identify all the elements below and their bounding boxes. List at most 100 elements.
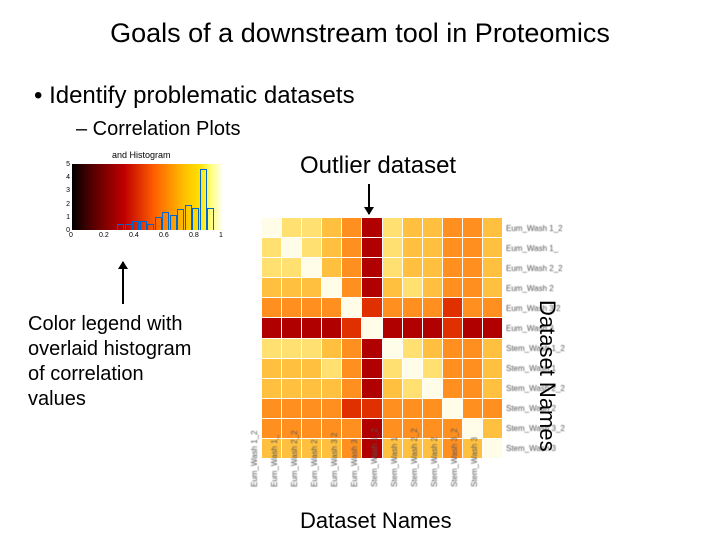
heatmap-cell: [362, 379, 381, 398]
heatmap-cell: [262, 339, 281, 358]
heatmap-cell: [403, 218, 422, 237]
heatmap-cell: [423, 379, 442, 398]
heatmap-cell: [342, 258, 361, 277]
heatmap-cell: [423, 238, 442, 257]
heatmap-cell: [282, 359, 301, 378]
heatmap-cell: [463, 278, 482, 297]
hist-bar: [147, 224, 154, 230]
heatmap-cell: [423, 258, 442, 277]
heatmap-cell: [483, 218, 502, 237]
heatmap-cell: [282, 399, 301, 418]
heatmap-cell: [282, 278, 301, 297]
hist-bar: [192, 208, 199, 230]
heatmap-cell: [403, 278, 422, 297]
heatmap-cell: [423, 298, 442, 317]
heatmap-cell: [262, 218, 281, 237]
heatmap-cell: [322, 399, 341, 418]
heatmap-cell: [342, 379, 361, 398]
x-axis-title: Dataset Names: [300, 508, 452, 534]
bullet-level-1: • Identify problematic datasets: [34, 82, 355, 110]
heatmap-cell: [483, 298, 502, 317]
heatmap-cell: [383, 399, 402, 418]
heatmap-cell: [322, 318, 341, 337]
outlier-label: Outlier dataset: [300, 152, 456, 180]
heatmap-cell: [443, 399, 462, 418]
heatmap-cell: [483, 258, 502, 277]
heatmap-cell: [262, 278, 281, 297]
heatmap-cell: [443, 318, 462, 337]
heatmap-cell: [383, 359, 402, 378]
heatmap-cell: [483, 419, 502, 438]
heatmap-cell: [302, 218, 321, 237]
histogram-overlay: [72, 164, 222, 230]
x-tick: 0.2: [99, 232, 109, 239]
caption-line: overlaid histogram: [28, 337, 191, 362]
heatmap-cell: [443, 238, 462, 257]
heatmap-cell: [423, 339, 442, 358]
heatmap-cell: [403, 339, 422, 358]
x-tick: 0.8: [189, 232, 199, 239]
heatmap-cell: [302, 339, 321, 358]
heatmap-cell: [383, 318, 402, 337]
heatmap-cell: [262, 298, 281, 317]
heatmap-cell: [423, 359, 442, 378]
heatmap-cell: [463, 258, 482, 277]
heatmap-cell: [362, 258, 381, 277]
hist-bar: [162, 212, 169, 230]
heatmap-cell: [322, 359, 341, 378]
heatmap-cell: [262, 379, 281, 398]
heatmap-cell: [302, 379, 321, 398]
heatmap-cell: [483, 439, 502, 458]
heatmap-cell: [423, 218, 442, 237]
heatmap-cell: [262, 238, 281, 257]
heatmap-cell: [403, 238, 422, 257]
caption-line: Color legend with: [28, 312, 191, 337]
heatmap-cell: [443, 258, 462, 277]
heatmap-cell: [262, 258, 281, 277]
x-tick: 1: [219, 232, 223, 239]
y-tick: 1: [66, 214, 70, 221]
heatmap-cell: [342, 238, 361, 257]
heatmap-cell: [302, 419, 321, 438]
x-tick: 0.4: [129, 232, 139, 239]
x-tick: 0.6: [159, 232, 169, 239]
heatmap-cell: [483, 238, 502, 257]
heatmap-cell: [342, 339, 361, 358]
heatmap-cell: [383, 258, 402, 277]
heatmap-cell: [463, 318, 482, 337]
hist-bar: [117, 224, 124, 230]
heatmap-cell: [483, 379, 502, 398]
y-tick: 4: [66, 174, 70, 181]
heatmap-cell: [302, 258, 321, 277]
heatmap-cell: [383, 238, 402, 257]
heatmap-cell: [302, 278, 321, 297]
caption-line: of correlation: [28, 362, 191, 387]
heatmap-cell: [403, 379, 422, 398]
heatmap-cell: [463, 379, 482, 398]
heatmap-cell: [443, 298, 462, 317]
heatmap-cell: [322, 258, 341, 277]
hist-bar: [125, 224, 132, 230]
heatmap-cell: [383, 218, 402, 237]
heatmap-cell: [322, 218, 341, 237]
heatmap-cell: [423, 399, 442, 418]
hist-bar: [155, 217, 162, 230]
color-legend: and Histogram 543210 00.20.40.60.81: [52, 152, 232, 248]
heatmap-cell: [322, 379, 341, 398]
row-label: Eum_Wash 1_2: [506, 224, 565, 233]
heatmap-cell: [262, 359, 281, 378]
heatmap-cell: [383, 298, 402, 317]
heatmap-cell: [362, 298, 381, 317]
heatmap-col-labels: Eum_Wash 1_2Eum_Wash 1_Eum_Wash 2_2Eum_W…: [262, 460, 502, 504]
heatmap-cell: [342, 278, 361, 297]
heatmap-cell: [403, 318, 422, 337]
heatmap-cell: [282, 218, 301, 237]
heatmap-cell: [463, 218, 482, 237]
heatmap-cell: [403, 359, 422, 378]
heatmap-cell: [362, 218, 381, 237]
heatmap-cell: [282, 339, 301, 358]
heatmap-cell: [483, 318, 502, 337]
y-tick: 3: [66, 187, 70, 194]
heatmap-cell: [262, 318, 281, 337]
heatmap-cell: [423, 419, 442, 438]
